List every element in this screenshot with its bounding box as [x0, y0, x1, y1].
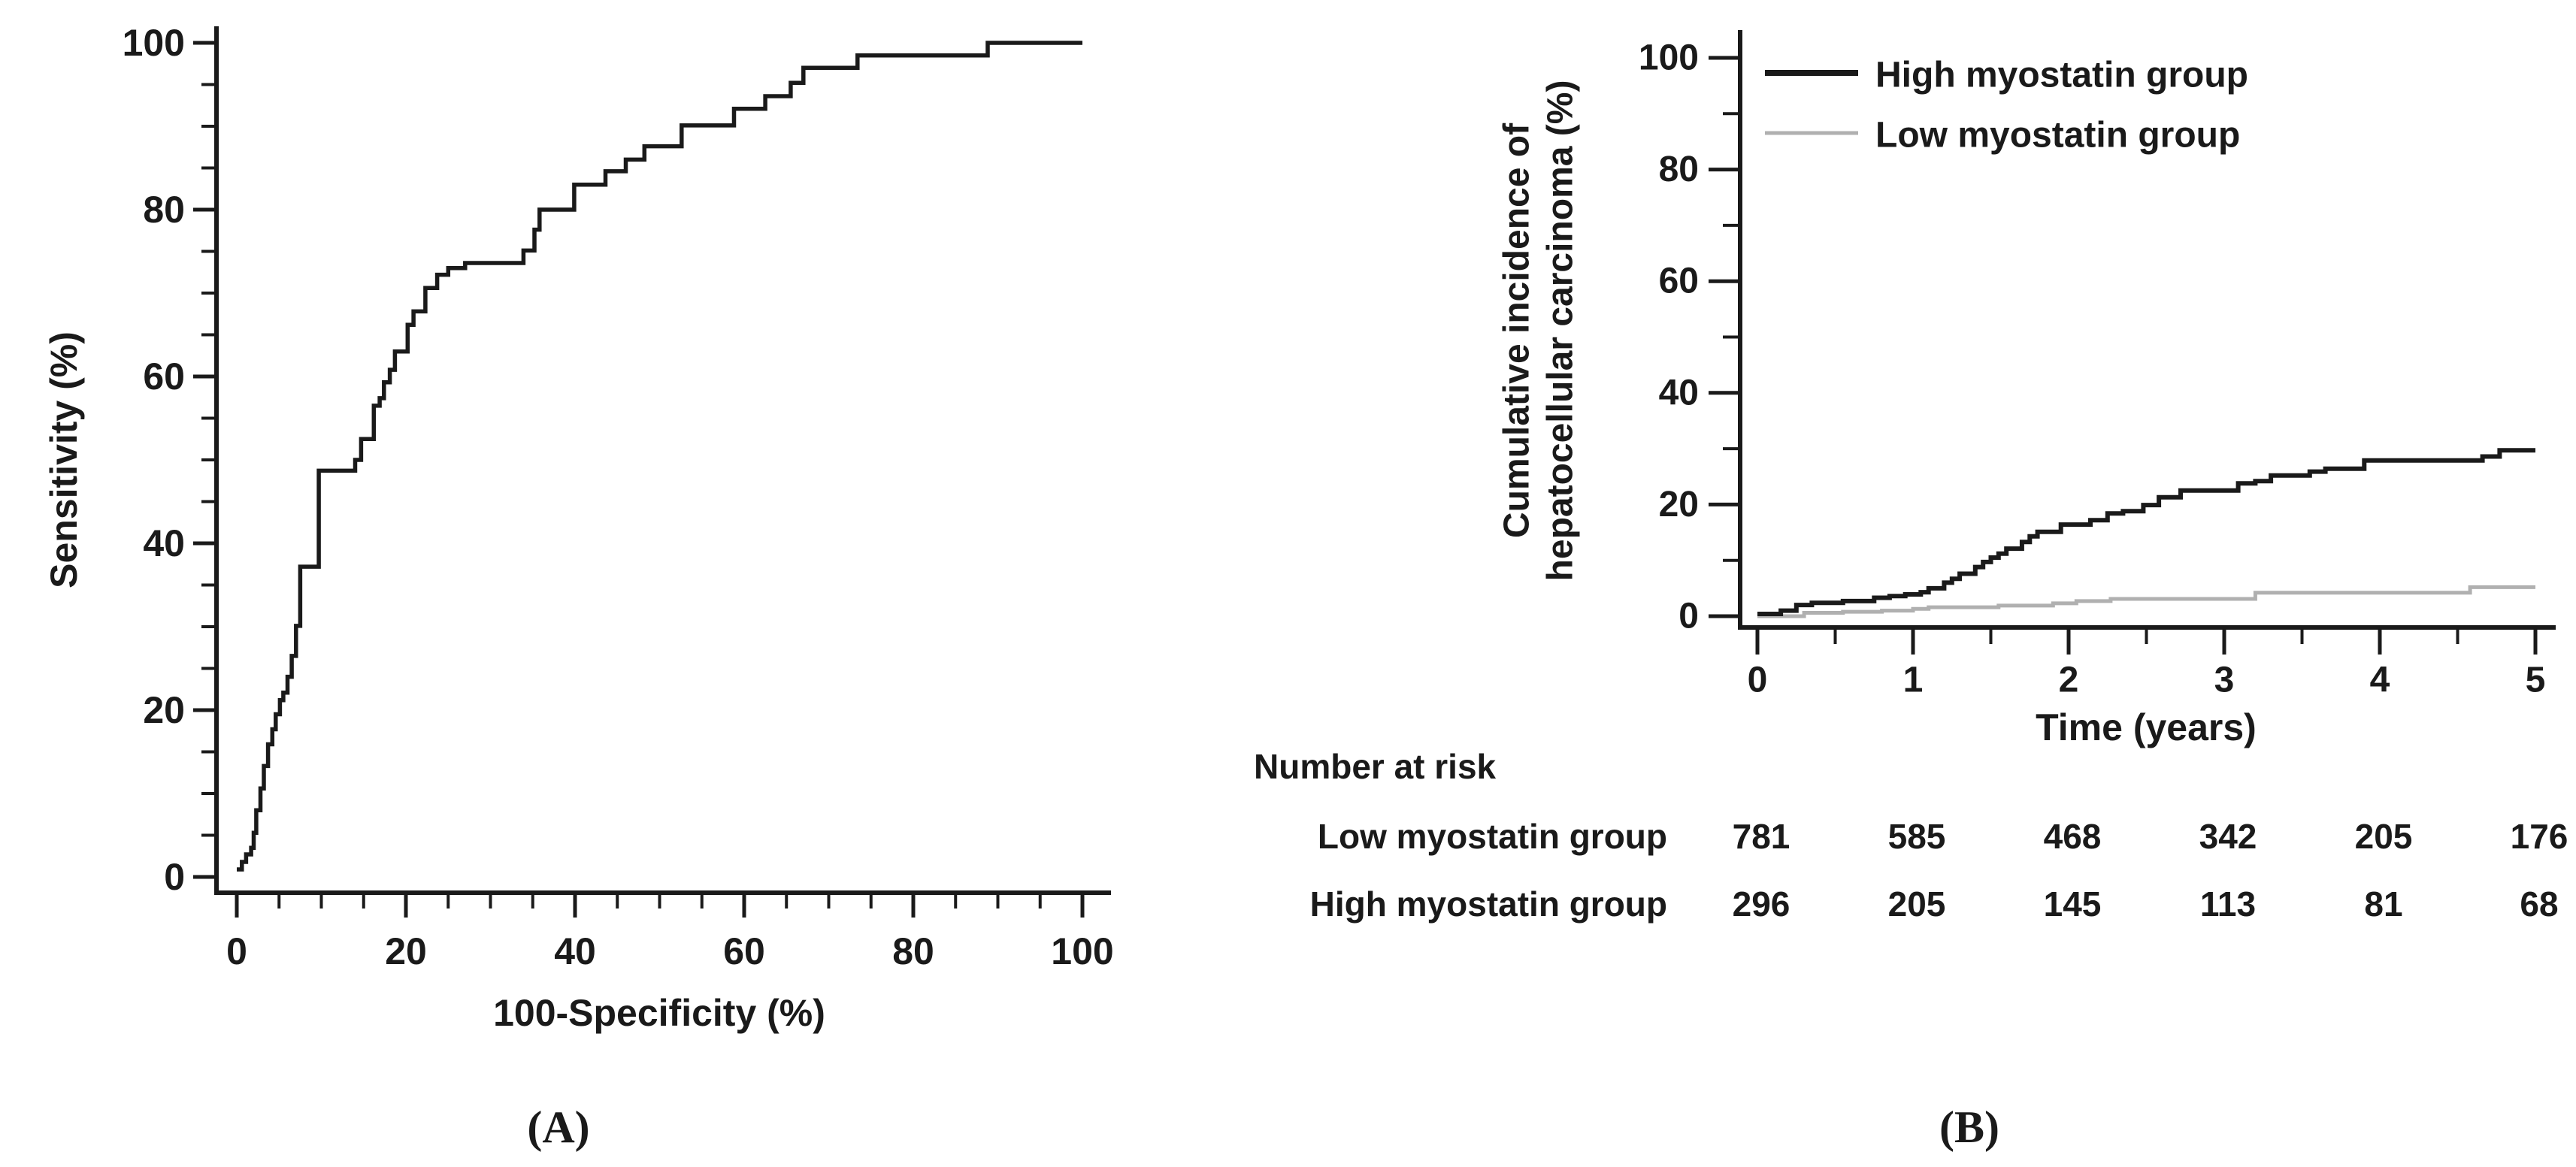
risk-row-label: Low myostatin group [1318, 817, 1667, 856]
panel-b-cumulative-incidence-chart: 0 1 2 3 4 5 0 20 40 60 80 100 High myostatin group Lo… [1254, 30, 2568, 1152]
x-tick-label: 100 [1051, 930, 1113, 972]
risk-value: 145 [2044, 884, 2102, 924]
y-tick-label: 0 [1678, 597, 1699, 636]
y-axis-title-line2: hepatocellular carcinoma (%) [1541, 80, 1581, 582]
risk-value: 296 [1733, 884, 1790, 924]
risk-value: 68 [2520, 884, 2558, 924]
risk-value: 205 [1888, 884, 1946, 924]
y-tick-label: 80 [143, 189, 185, 231]
risk-value: 342 [2199, 817, 2257, 856]
y-tick-label: 80 [1659, 150, 1699, 189]
risk-value: 468 [2044, 817, 2102, 856]
y-axis-title-line1: Cumulative incidence of [1497, 122, 1537, 538]
risk-value: 113 [2200, 884, 2256, 924]
x-tick-label: 80 [892, 930, 934, 972]
y-tick-label: 0 [164, 856, 185, 898]
x-axis-title: Time (years) [2036, 706, 2257, 748]
y-tick-label: 100 [123, 22, 185, 64]
panel-a-label: (A) [527, 1102, 589, 1152]
y-tick-label: 20 [1659, 485, 1699, 525]
y-tick-label: 40 [1659, 373, 1699, 413]
x-tick-label: 4 [2370, 661, 2390, 700]
x-axis-title: 100-Specificity (%) [493, 992, 825, 1034]
y-tick-label: 60 [143, 355, 185, 398]
x-tick-label: 0 [226, 930, 247, 972]
panel-a-roc-chart: 0 20 40 60 80 100 0 20 40 60 80 100 100-Specificity … [43, 22, 1114, 1152]
x-tick-label: 20 [385, 930, 427, 972]
risk-value: 585 [1888, 817, 1946, 856]
number-at-risk-title: Number at risk [1254, 747, 1497, 786]
risk-value: 81 [2364, 884, 2402, 924]
y-tick-label: 60 [1659, 262, 1699, 301]
risk-value: 781 [1733, 817, 1790, 856]
risk-value: 176 [2511, 817, 2568, 856]
x-tick-label: 40 [554, 930, 596, 972]
legend-label-low: Low myostatin group [1875, 116, 2240, 156]
x-tick-label: 2 [2059, 661, 2079, 700]
low-myostatin-curve [1757, 585, 2535, 618]
y-tick-label: 20 [143, 689, 185, 731]
roc-curve [237, 41, 1082, 872]
y-axis-title: Sensitivity (%) [43, 331, 85, 588]
high-myostatin-curve [1757, 448, 2535, 616]
x-tick-label: 0 [1748, 661, 1768, 700]
risk-row-label: High myostatin group [1310, 884, 1667, 924]
x-tick-label: 3 [2214, 661, 2235, 700]
y-tick-label: 40 [143, 522, 185, 564]
x-tick-label: 1 [1903, 661, 1924, 700]
risk-value: 205 [2355, 817, 2413, 856]
x-tick-label: 60 [723, 930, 765, 972]
panel-b-label: (B) [1939, 1102, 1999, 1152]
y-tick-label: 100 [1639, 38, 1699, 78]
legend-label-high: High myostatin group [1875, 56, 2248, 95]
x-tick-label: 5 [2526, 661, 2546, 700]
